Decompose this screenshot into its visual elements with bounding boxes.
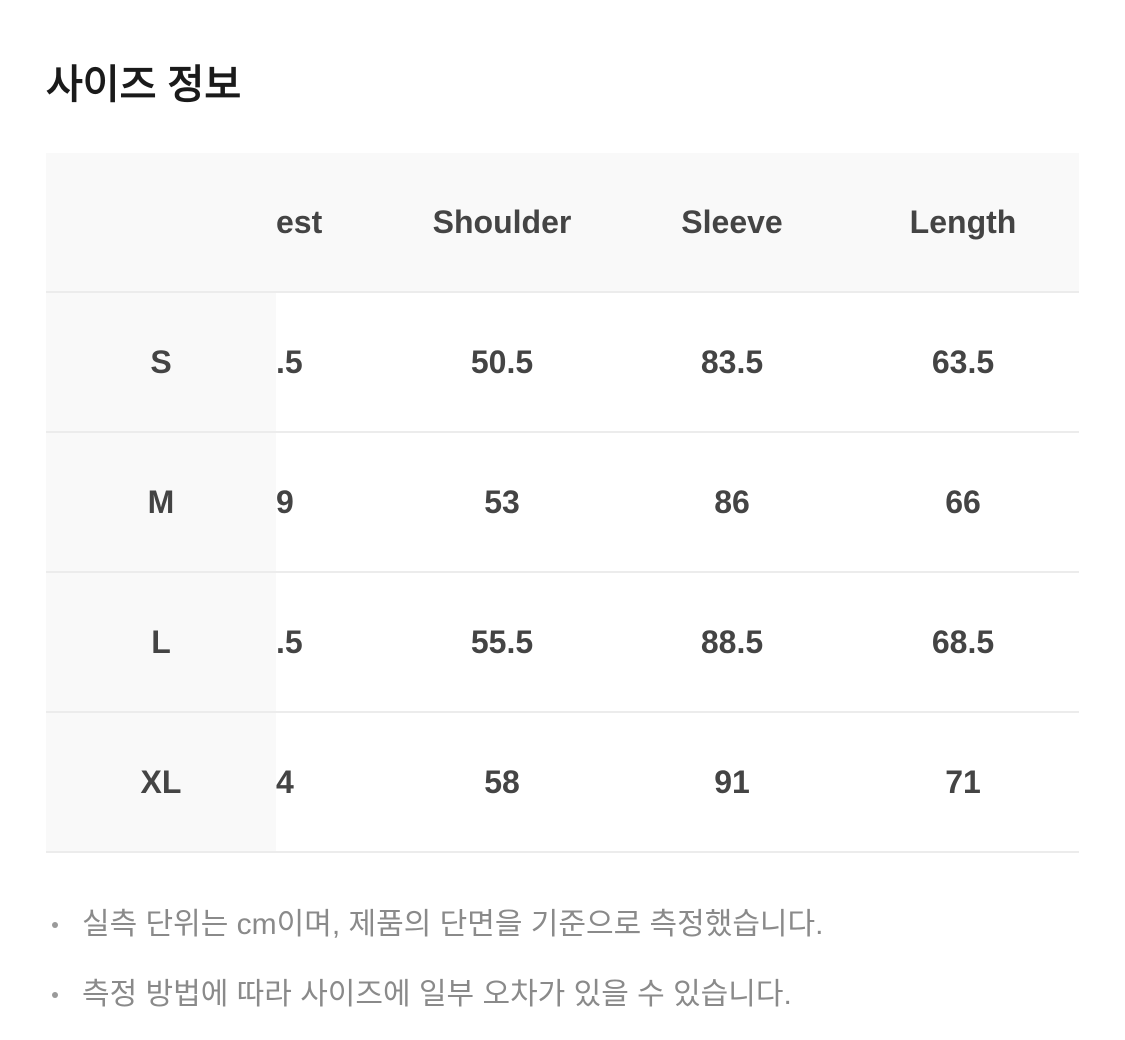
- size-label: S: [46, 293, 276, 431]
- header-shoulder: Shoulder: [432, 203, 572, 240]
- table-row: XL 4 58 91 71: [46, 713, 1079, 853]
- header-size: [46, 153, 276, 291]
- table-row: S .5 50.5 83.5 63.5: [46, 293, 1079, 433]
- table-row: L .5 55.5 88.5 68.5: [46, 573, 1079, 713]
- shoulder-value: 53: [484, 483, 520, 520]
- sleeve-value: 83.5: [700, 343, 764, 380]
- size-label: M: [46, 433, 276, 571]
- size-table[interactable]: est Shoulder Sleeve Length S .5 50.5 83.…: [46, 153, 1079, 853]
- notes-list: 실측 단위는 cm이며, 제품의 단면을 기준으로 측정했습니다. 측정 방법에…: [46, 900, 823, 1040]
- header-chest: est: [276, 203, 323, 240]
- chest-value: 4: [276, 763, 294, 800]
- table-header-row: est Shoulder Sleeve Length: [46, 153, 1079, 293]
- sleeve-value: 91: [714, 763, 750, 800]
- length-value: 68.5: [931, 623, 995, 660]
- chest-value: .5: [276, 623, 303, 660]
- size-label: L: [46, 573, 276, 711]
- chest-value: 9: [276, 483, 294, 520]
- note-text: 실측 단위는 cm이며, 제품의 단면을 기준으로 측정했습니다.: [82, 908, 824, 941]
- header-length: Length: [909, 203, 1017, 240]
- length-value: 63.5: [931, 343, 995, 380]
- table-row: M 9 53 86 66: [46, 433, 1079, 573]
- header-sleeve: Sleeve: [681, 203, 783, 240]
- page-title: 사이즈 정보: [46, 63, 242, 107]
- length-value: 66: [945, 483, 981, 520]
- sleeve-value: 86: [714, 483, 750, 520]
- size-label: XL: [46, 713, 276, 851]
- chest-value: .5: [276, 343, 303, 380]
- bullet-icon: [52, 922, 58, 928]
- note-item: 실측 단위는 cm이며, 제품의 단면을 기준으로 측정했습니다.: [46, 900, 823, 970]
- bullet-icon: [52, 992, 58, 998]
- shoulder-value: 58: [484, 763, 520, 800]
- length-value: 71: [945, 763, 981, 800]
- sleeve-value: 88.5: [700, 623, 764, 660]
- note-text: 측정 방법에 따라 사이즈에 일부 오차가 있을 수 있습니다.: [82, 978, 792, 1011]
- shoulder-value: 55.5: [470, 623, 534, 660]
- shoulder-value: 50.5: [470, 343, 534, 380]
- note-item: 측정 방법에 따라 사이즈에 일부 오차가 있을 수 있습니다.: [46, 970, 823, 1040]
